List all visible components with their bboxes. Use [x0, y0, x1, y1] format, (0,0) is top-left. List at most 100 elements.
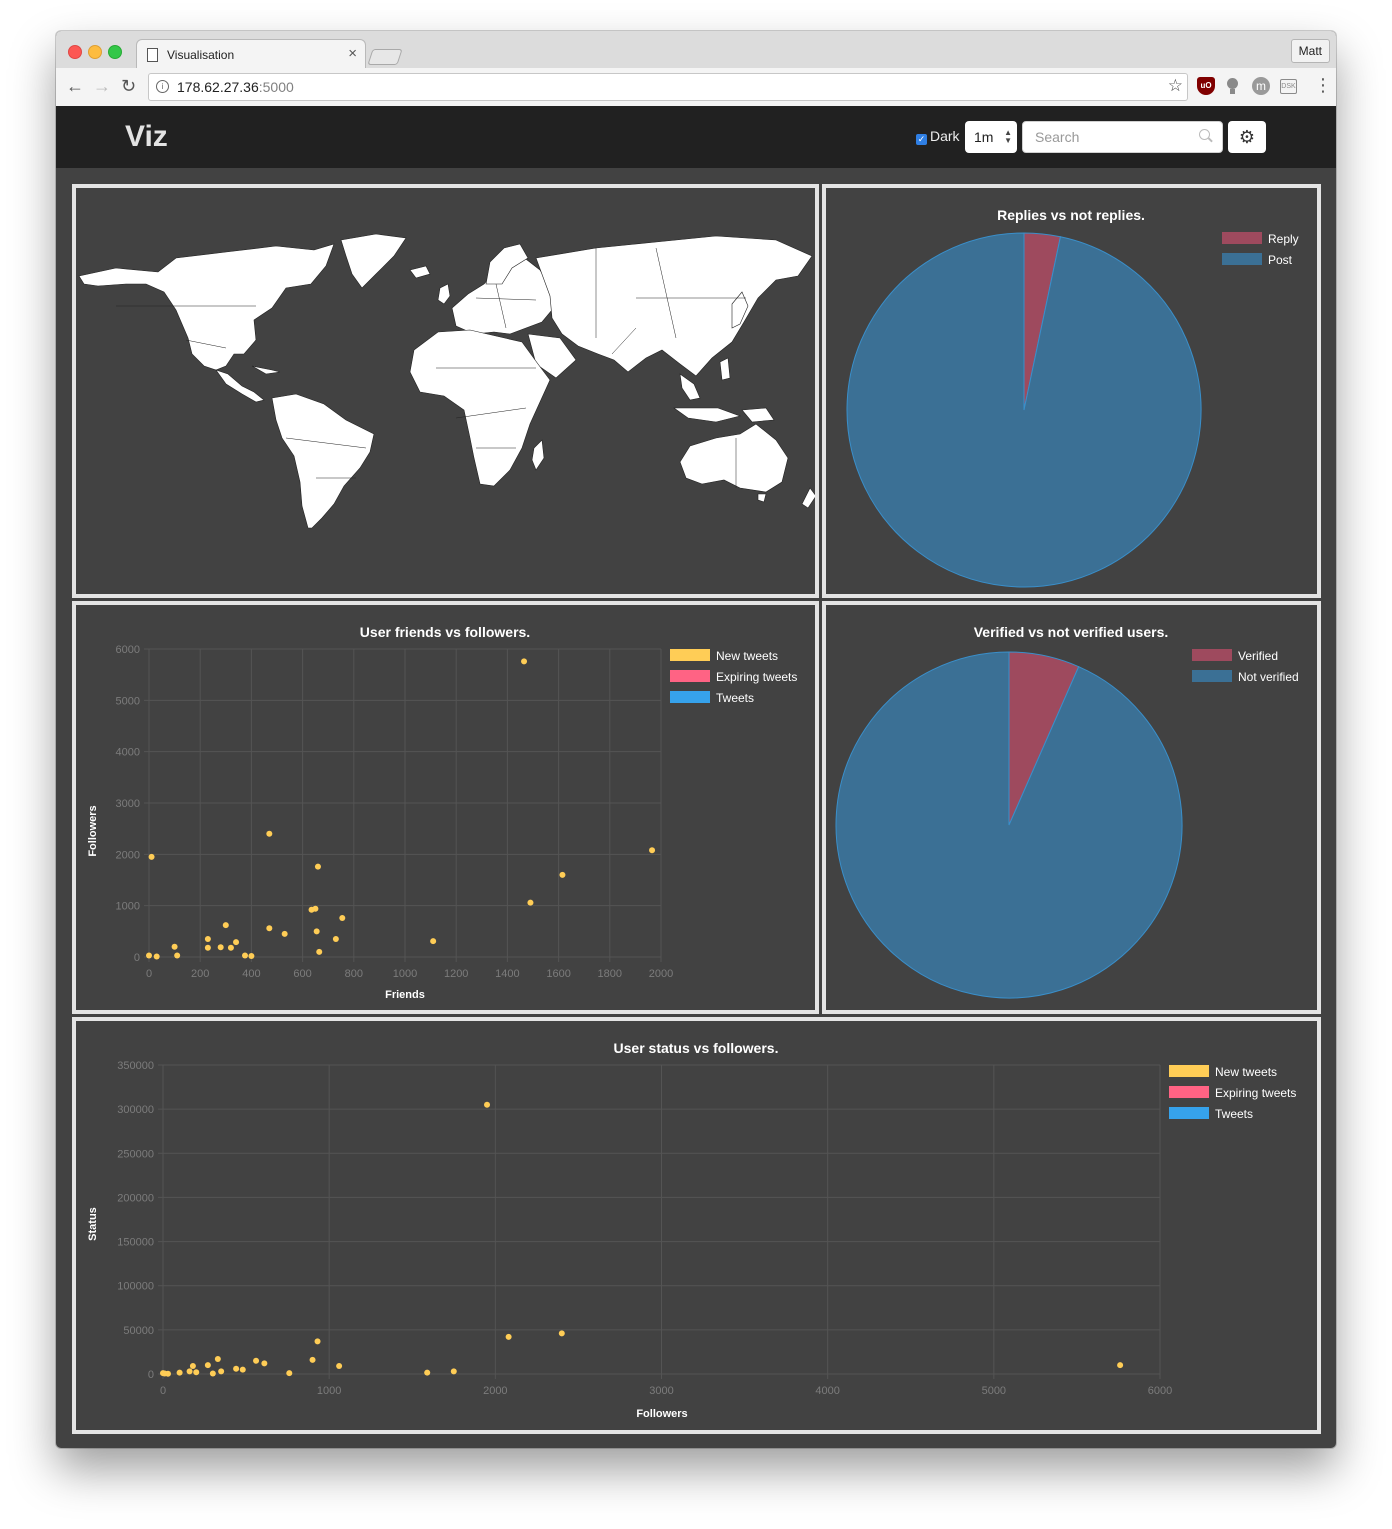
data-point[interactable]	[430, 938, 437, 945]
search-input[interactable]	[1022, 121, 1223, 153]
legend-swatch[interactable]	[670, 670, 710, 682]
url-text[interactable]: 178.62.27.36:5000	[177, 79, 294, 95]
ublock-extension-icon[interactable]: uO	[1197, 77, 1215, 95]
data-point[interactable]	[312, 905, 319, 912]
info-icon[interactable]: i	[156, 80, 169, 93]
window-minimize-button[interactable]	[88, 45, 102, 59]
window-close-button[interactable]	[68, 45, 82, 59]
data-point[interactable]	[222, 922, 229, 929]
data-point[interactable]	[521, 658, 528, 665]
forward-icon[interactable]: →	[93, 76, 111, 96]
legend-swatch[interactable]	[670, 649, 710, 661]
data-point[interactable]	[484, 1101, 491, 1108]
data-point[interactable]	[148, 853, 155, 860]
data-point[interactable]	[314, 1338, 321, 1345]
legend-label[interactable]: Verified	[1238, 649, 1278, 663]
world-map[interactable]	[76, 188, 815, 594]
data-point[interactable]	[649, 847, 656, 854]
data-point[interactable]	[153, 953, 160, 960]
m-extension-icon[interactable]: m	[1252, 77, 1270, 95]
data-point[interactable]	[309, 1356, 316, 1363]
legend-label[interactable]: Not verified	[1238, 670, 1299, 684]
data-point[interactable]	[204, 944, 211, 951]
data-point[interactable]	[261, 1360, 268, 1367]
bookmark-star-icon[interactable]: ☆	[1167, 76, 1183, 95]
settings-button[interactable]: ⚙	[1228, 121, 1266, 153]
data-point[interactable]	[209, 1370, 216, 1377]
data-point[interactable]	[186, 1368, 193, 1375]
data-point[interactable]	[314, 863, 321, 870]
dark-toggle[interactable]: ✓ Dark	[916, 128, 960, 145]
browser-tab[interactable]: Visualisation ×	[136, 39, 366, 70]
legend-swatch[interactable]	[1222, 253, 1262, 265]
brand-logo[interactable]: Viz	[125, 120, 168, 153]
reload-icon[interactable]: ↻	[121, 76, 137, 96]
data-point[interactable]	[214, 1355, 221, 1362]
data-point[interactable]	[164, 1370, 171, 1377]
data-point[interactable]	[204, 1362, 211, 1369]
legend-swatch[interactable]	[1169, 1086, 1209, 1098]
profile-button[interactable]: Matt	[1290, 39, 1330, 63]
legend-label[interactable]: Expiring tweets	[716, 670, 797, 684]
new-tab-button[interactable]	[367, 49, 403, 65]
legend-label[interactable]: Tweets	[1215, 1107, 1253, 1121]
legend-swatch[interactable]	[670, 691, 710, 703]
verified-pie-chart[interactable]: Verified vs not verified users. Verified…	[826, 605, 1317, 1010]
back-icon[interactable]: ←	[66, 76, 84, 96]
status-scatter-chart[interactable]: User status vs followers. 0 1000 2000 3000 4…	[76, 1021, 1317, 1430]
data-point[interactable]	[217, 944, 224, 951]
legend-swatch[interactable]	[1169, 1107, 1209, 1119]
data-point[interactable]	[313, 928, 320, 935]
data-point[interactable]	[281, 930, 288, 937]
data-point[interactable]	[233, 1365, 240, 1372]
data-point[interactable]	[218, 1368, 225, 1375]
legend-swatch[interactable]	[1169, 1065, 1209, 1077]
data-point[interactable]	[176, 1369, 183, 1376]
legend-swatch[interactable]	[1192, 649, 1232, 661]
data-point[interactable]	[527, 899, 534, 906]
data-point[interactable]	[450, 1368, 457, 1375]
legend-label[interactable]: New tweets	[1215, 1065, 1277, 1079]
legend-label[interactable]: New tweets	[716, 649, 778, 663]
data-point[interactable]	[286, 1370, 293, 1377]
close-icon[interactable]: ×	[348, 45, 357, 62]
data-point[interactable]	[424, 1369, 431, 1376]
legend-label[interactable]: Expiring tweets	[1215, 1086, 1296, 1100]
data-point[interactable]	[332, 936, 339, 943]
legend-swatch[interactable]	[1222, 232, 1262, 244]
legend-label[interactable]: Reply	[1268, 232, 1299, 246]
data-point[interactable]	[336, 1363, 343, 1370]
replies-pie-chart[interactable]: Replies vs not replies. Reply Post	[826, 188, 1317, 594]
data-point[interactable]	[242, 952, 248, 959]
data-point[interactable]	[174, 952, 181, 959]
friends-scatter-chart[interactable]: User friends vs followers. 0 200 400 600 800…	[76, 605, 815, 1010]
data-point[interactable]	[266, 925, 273, 932]
data-point[interactable]	[266, 830, 273, 837]
data-point[interactable]	[505, 1333, 512, 1340]
data-point[interactable]	[248, 952, 255, 959]
data-point[interactable]	[233, 939, 240, 946]
data-point[interactable]	[204, 936, 211, 943]
data-point[interactable]	[193, 1369, 200, 1376]
data-point[interactable]	[239, 1366, 246, 1373]
data-point[interactable]	[316, 948, 323, 955]
address-bar[interactable]: i 178.62.27.36:5000 ☆	[148, 73, 1188, 101]
data-point[interactable]	[558, 1330, 565, 1337]
data-point[interactable]	[189, 1363, 196, 1370]
data-point[interactable]	[227, 944, 234, 951]
dsk-extension-icon[interactable]: DSK	[1280, 79, 1297, 94]
data-point[interactable]	[253, 1357, 260, 1364]
data-point[interactable]	[1117, 1362, 1124, 1369]
lightbulb-extension-icon[interactable]	[1224, 77, 1242, 95]
legend-label[interactable]: Tweets	[716, 691, 754, 705]
legend-swatch[interactable]	[1192, 670, 1232, 682]
data-point[interactable]	[559, 871, 566, 878]
browser-menu-icon[interactable]: ⋮	[1314, 75, 1332, 95]
interval-select[interactable]: 1m ▲ ▼	[965, 121, 1017, 153]
window-maximize-button[interactable]	[108, 45, 122, 59]
data-point[interactable]	[146, 952, 152, 959]
data-point[interactable]	[339, 914, 346, 921]
data-point[interactable]	[171, 943, 178, 950]
pie-slice[interactable]	[835, 651, 1183, 999]
legend-label[interactable]: Post	[1268, 253, 1293, 267]
